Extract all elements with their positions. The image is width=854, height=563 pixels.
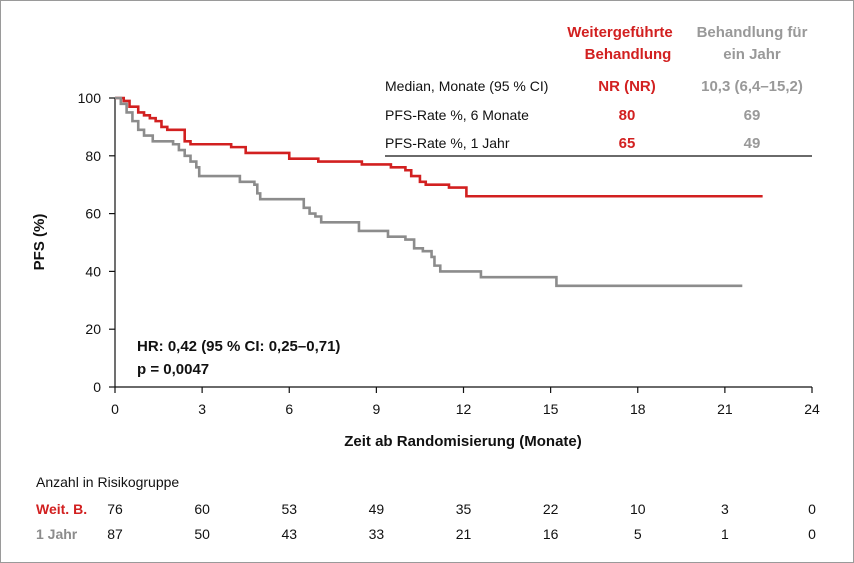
risk-count: 50 [194, 526, 210, 542]
risk-table-values: 76 60 53 49 35 22 10 3 087 50 43 33 21 16 5 1 0 [107, 501, 816, 542]
x-axis-label: Zeit ab Randomisierung (Monate) [344, 433, 582, 450]
y-tick-label: 80 [85, 148, 101, 164]
row-value-6m-oneyear: 69 [744, 107, 761, 124]
header-line2-oneyear: ein Jahr [723, 46, 781, 63]
risk-count: 43 [281, 526, 297, 542]
header-line1-continued: Weitergeführte [567, 24, 673, 41]
survival-curves [115, 96, 763, 288]
risk-count: 22 [543, 501, 559, 517]
y-tick-label: 40 [85, 263, 101, 279]
risk-count: 49 [369, 501, 385, 517]
p-value-annotation: p = 0,0047 [137, 361, 209, 378]
risk-count: 3 [721, 501, 729, 517]
risk-count: 10 [630, 501, 646, 517]
row-label-1y: PFS-Rate %, 1 Jahr [385, 135, 510, 151]
y-tick-label: 20 [85, 321, 101, 337]
row-value-median-continued: NR (NR) [598, 78, 656, 95]
y-tick-label: 60 [85, 206, 101, 222]
risk-row-label-continued: Weit. B. [36, 501, 87, 517]
curve-continued-treatment [115, 96, 763, 198]
row-value-1y-continued: 65 [619, 135, 636, 152]
risk-count: 16 [543, 526, 559, 542]
row-label-median: Median, Monate (95 % CI) [385, 78, 548, 94]
x-tick-label: 9 [372, 401, 380, 417]
x-tick-label: 3 [198, 401, 206, 417]
y-tick-label: 0 [93, 379, 101, 395]
x-ticks: 0 3 6 9 12 15 18 21 24 [111, 387, 820, 417]
y-ticks: 0 20 40 60 80 100 [78, 90, 115, 395]
x-tick-label: 18 [630, 401, 646, 417]
risk-count: 87 [107, 526, 123, 542]
y-tick-label: 100 [78, 90, 102, 106]
risk-count: 53 [281, 501, 297, 517]
row-value-1y-oneyear: 49 [744, 135, 761, 152]
x-tick-label: 24 [804, 401, 820, 417]
risk-count: 60 [194, 501, 210, 517]
x-tick-label: 0 [111, 401, 119, 417]
risk-count: 0 [808, 501, 816, 517]
x-tick-label: 15 [543, 401, 559, 417]
risk-count: 35 [456, 501, 472, 517]
curve-one-year-treatment [115, 96, 743, 288]
risk-count: 76 [107, 501, 123, 517]
x-tick-label: 12 [456, 401, 472, 417]
risk-count: 5 [634, 526, 642, 542]
risk-count: 33 [369, 526, 385, 542]
y-axis-label: PFS (%) [31, 214, 48, 271]
header-line1-oneyear: Behandlung für [697, 24, 808, 41]
risk-count: 21 [456, 526, 472, 542]
risk-count: 1 [721, 526, 729, 542]
risk-count: 0 [808, 526, 816, 542]
row-label-6m: PFS-Rate %, 6 Monate [385, 107, 529, 123]
hazard-ratio-annotation: HR: 0,42 (95 % CI: 0,25–0,71) [137, 338, 340, 355]
header-line2-continued: Behandlung [585, 46, 672, 63]
x-tick-label: 21 [717, 401, 733, 417]
row-value-median-oneyear: 10,3 (6,4–15,2) [701, 78, 803, 95]
x-tick-label: 6 [285, 401, 293, 417]
row-value-6m-continued: 80 [619, 107, 636, 124]
risk-row-label-oneyear: 1 Jahr [36, 526, 78, 542]
risk-table-title: Anzahl in Risikogruppe [36, 474, 179, 490]
